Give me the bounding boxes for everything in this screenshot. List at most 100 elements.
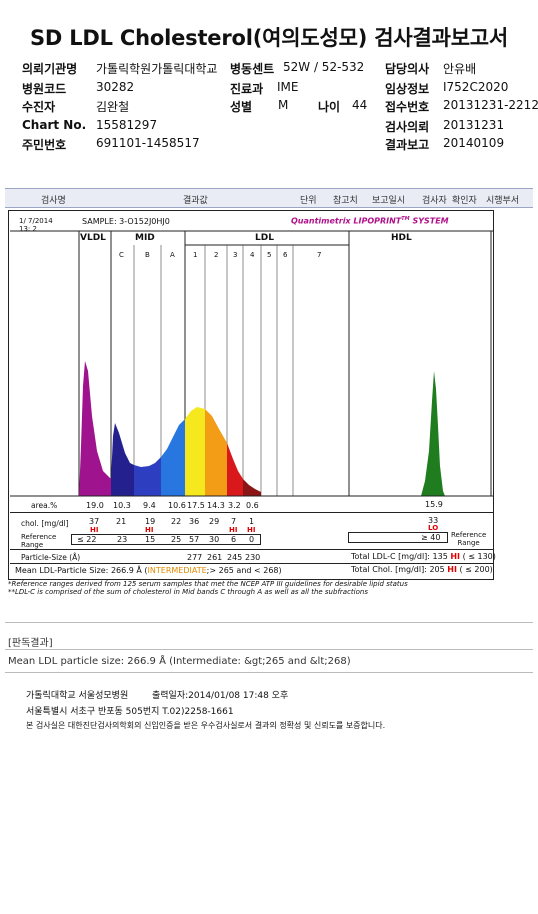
hosp-code-label: 병원코드 xyxy=(22,82,67,96)
chol-value: 29 xyxy=(209,517,220,526)
org-label: 의뢰기관명 xyxy=(22,62,78,76)
flag-hi: HI xyxy=(229,526,238,534)
dept-label: 진료과 xyxy=(230,82,264,96)
name-value: 김완철 xyxy=(96,100,130,114)
ref-value: 6 xyxy=(231,535,237,544)
rrn-value: 691101-1458517 xyxy=(96,136,200,150)
hdl-ref-box xyxy=(348,532,448,543)
age-label: 나이 xyxy=(318,100,341,114)
band-mid-a: A xyxy=(170,251,175,259)
band-ldl-2: 2 xyxy=(214,251,219,259)
area-hdl-value: 15.9 xyxy=(425,500,443,509)
request-value: 20131231 xyxy=(443,118,505,132)
chol-row-label: chol. [mg/dl] xyxy=(21,519,69,528)
col-test-name: 검사명 xyxy=(41,196,66,206)
ref-value: ≤ 22 xyxy=(77,535,97,544)
vldl-label: VLDL xyxy=(80,233,106,243)
age-value: 44 xyxy=(352,98,368,112)
org-value: 가톨릭학원가톨릭대학교 xyxy=(96,62,218,76)
area-value: 19.0 xyxy=(86,501,104,510)
ref-value: 15 xyxy=(145,535,156,544)
chol-value: 7 xyxy=(231,517,237,526)
hdl-label: HDL xyxy=(391,233,412,243)
chol-value: 1 xyxy=(249,517,255,526)
ref-value: 30 xyxy=(209,535,220,544)
rrn-label: 주민번호 xyxy=(22,138,67,152)
interpretation-text: Mean LDL particle size: 266.9 Å (Interme… xyxy=(8,656,351,667)
particle-value: 230 xyxy=(245,553,261,562)
clinical-value: I752C2020 xyxy=(443,80,509,94)
ref-value: 23 xyxy=(117,535,128,544)
col-result: 결과값 xyxy=(183,196,208,206)
ref-hdl-value: ≥ 40 xyxy=(421,533,441,542)
flag-hi: HI xyxy=(90,526,99,534)
report-date-value: 20140109 xyxy=(443,136,505,150)
flag-hi: HI xyxy=(145,526,154,534)
sex-value: M xyxy=(278,98,289,112)
clinical-label: 임상정보 xyxy=(385,82,430,96)
total-chol: Total Chol. [mg/dl]: 205 HI ( ≤ 200) xyxy=(351,565,493,574)
doctor-label: 담당의사 xyxy=(385,62,430,76)
footnote-ldl: **LDL-C is comprised of the sum of chole… xyxy=(8,588,368,596)
band-mid-c: C xyxy=(119,251,124,259)
band-ldl-6: 6 xyxy=(283,251,288,259)
ref-value: 25 xyxy=(171,535,182,544)
chol-value: 22 xyxy=(171,517,182,526)
dept-value: IME xyxy=(277,80,299,94)
ward-value: 52W / 52-532 xyxy=(283,60,365,74)
report-date-label: 결과보고 xyxy=(385,138,430,152)
result-header-bar: 검사명 결과값 단위 참고치 보고일시 검사자 확인자 시행부서 xyxy=(5,188,533,208)
lipoprint-report: 1/ 7/2014 13: 2 SAMPLE: 3-O152J0HJ0 Quan… xyxy=(8,210,496,580)
ref-value: 57 xyxy=(189,535,200,544)
accession-label: 접수번호 xyxy=(385,100,430,114)
col-reference: 참고치 xyxy=(333,196,358,206)
sex-label: 성별 xyxy=(230,100,253,114)
flag-hi: HI xyxy=(247,526,256,534)
particle-value: 261 xyxy=(207,553,223,562)
ref-box xyxy=(71,534,261,545)
ldl-label: LDL xyxy=(255,233,274,243)
hosp-code-value: 30282 xyxy=(96,80,135,94)
col-report-date: 보고일시 xyxy=(372,196,406,206)
area-value: 10.3 xyxy=(113,501,131,510)
band-ldl-3: 3 xyxy=(233,251,238,259)
report-title: SD LDL Cholesterol(여의도성모) 검사결과보고서 xyxy=(29,26,509,50)
band-ldl-4: 4 xyxy=(250,251,255,259)
area-value: 3.2 xyxy=(228,501,241,510)
footer-org: 가톨릭대학교 서울성모병원 xyxy=(26,691,129,701)
particle-value: 245 xyxy=(227,553,243,562)
area-row-label: area.% xyxy=(31,501,58,510)
footer-print-date: 출력일자:2014/01/08 17:48 오후 xyxy=(152,691,289,701)
particle-value: 277 xyxy=(187,553,203,562)
area-value: 17.5 xyxy=(187,501,205,510)
area-value: 10.6 xyxy=(168,501,186,510)
ref-right-label: Reference Range xyxy=(451,531,487,547)
report-date: 1/ 7/2014 xyxy=(19,217,53,225)
chart-label: Chart No. xyxy=(22,118,87,132)
ref-value: 0 xyxy=(249,535,255,544)
name-label: 수진자 xyxy=(22,100,56,114)
band-ldl-5: 5 xyxy=(267,251,272,259)
doctor-value: 안유배 xyxy=(443,62,477,76)
chol-value: 36 xyxy=(189,517,200,526)
col-examiner: 검사자 xyxy=(422,196,447,206)
request-label: 검사의뢰 xyxy=(385,120,430,134)
ward-label: 병동센트 xyxy=(230,62,275,76)
mid-label: MID xyxy=(135,233,155,243)
col-unit: 단위 xyxy=(300,196,317,206)
brand-logo: Quantimetrix LIPOPRINTTM SYSTEM xyxy=(291,216,449,226)
chol-value: 37 xyxy=(89,517,100,526)
report-time: 13: 2 xyxy=(19,225,37,233)
flag-lo: LO xyxy=(428,524,439,532)
interpretation-label: [판독결과] xyxy=(8,638,53,649)
particle-row-label: Particle-Size (Å) xyxy=(21,553,81,562)
ref-row-label: Reference Range xyxy=(21,533,57,549)
col-confirmer: 확인자 xyxy=(452,196,477,206)
chart-value: 15581297 xyxy=(96,118,158,132)
total-ldl: Total LDL-C [mg/dl]: 135 HI ( ≤ 130) xyxy=(351,552,496,561)
col-test-dept: 시행부서 xyxy=(486,196,520,206)
sample-id: SAMPLE: 3-O152J0HJ0 xyxy=(82,217,170,226)
footnote-reference: *Reference ranges derived from 125 serum… xyxy=(8,580,408,588)
area-value: 14.3 xyxy=(207,501,225,510)
electrophoresis-profile xyxy=(10,230,493,497)
